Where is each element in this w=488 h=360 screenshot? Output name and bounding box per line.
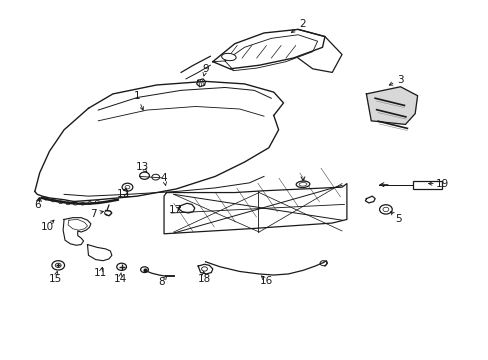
Ellipse shape — [296, 181, 309, 188]
Text: 1: 1 — [134, 91, 140, 101]
Text: 7: 7 — [90, 209, 97, 219]
Text: 17: 17 — [168, 206, 182, 216]
Text: 12: 12 — [117, 189, 130, 199]
Ellipse shape — [221, 53, 236, 60]
Text: 10: 10 — [41, 222, 54, 231]
Bar — [412, 181, 441, 189]
Text: 11: 11 — [94, 268, 107, 278]
Text: 9: 9 — [202, 64, 208, 74]
Text: 18: 18 — [198, 274, 211, 284]
Text: 19: 19 — [434, 179, 447, 189]
Text: 3: 3 — [396, 75, 403, 85]
Text: 16: 16 — [259, 276, 272, 286]
Text: 6: 6 — [34, 200, 41, 210]
Text: 13: 13 — [135, 162, 148, 172]
Text: 2: 2 — [299, 19, 305, 29]
Text: 14: 14 — [113, 274, 126, 284]
Text: 4: 4 — [161, 173, 167, 183]
Ellipse shape — [299, 183, 306, 186]
Polygon shape — [366, 87, 417, 125]
Text: 15: 15 — [49, 274, 62, 284]
Text: 8: 8 — [158, 277, 164, 287]
Text: 5: 5 — [394, 215, 401, 224]
